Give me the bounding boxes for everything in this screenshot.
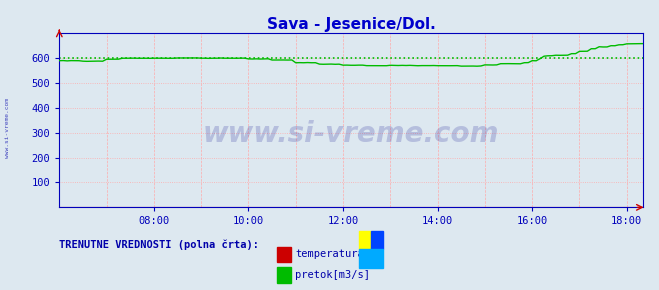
Text: www.si-vreme.com: www.si-vreme.com bbox=[203, 120, 499, 148]
Text: TRENUTNE VREDNOSTI (polna črta):: TRENUTNE VREDNOSTI (polna črta): bbox=[59, 239, 259, 250]
Text: pretok[m3/s]: pretok[m3/s] bbox=[295, 270, 370, 280]
Text: www.si-vreme.com: www.si-vreme.com bbox=[5, 98, 11, 157]
Text: temperatura[C]: temperatura[C] bbox=[295, 249, 383, 259]
Title: Sava - Jesenice/Dol.: Sava - Jesenice/Dol. bbox=[266, 17, 436, 32]
